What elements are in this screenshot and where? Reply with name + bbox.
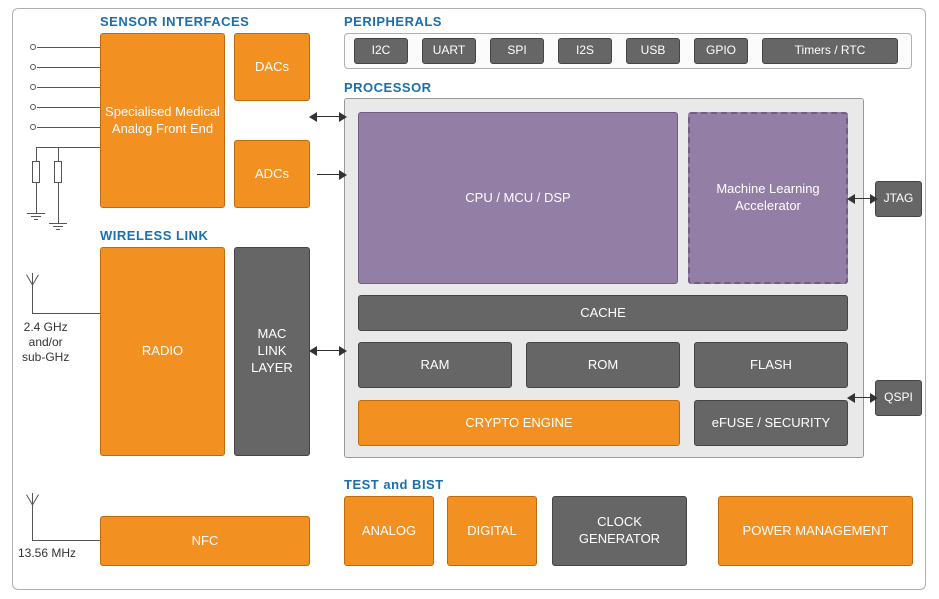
arrow-jtag	[855, 198, 870, 199]
peripheral-uart: UART	[422, 38, 476, 64]
rom-block: ROM	[526, 342, 680, 388]
cpu-block: CPU / MCU / DSP	[358, 112, 678, 284]
schematic-wire	[36, 183, 37, 213]
section-title-peripherals: PERIPHERALS	[344, 14, 442, 29]
sensor-pin-wire	[37, 87, 100, 88]
sensor-pin-icon	[30, 104, 36, 110]
sensor-pin-wire	[37, 47, 100, 48]
sensor-pin-wire	[37, 107, 100, 108]
arrow-adcs-proc	[317, 174, 339, 175]
radio-band-label: 2.4 GHz and/or sub-GHz	[22, 320, 69, 365]
cache-block: CACHE	[358, 295, 848, 331]
sensor-pin-icon	[30, 44, 36, 50]
afe-block: Specialised Medical Analog Front End	[100, 33, 225, 208]
arrow-dacs-proc	[317, 116, 339, 117]
section-title-processor: PROCESSOR	[344, 80, 432, 95]
resistor-icon	[32, 161, 40, 183]
antenna-wire	[32, 540, 100, 541]
arrow-mac-proc	[317, 350, 339, 351]
dacs-block: DACs	[234, 33, 310, 101]
nfc-freq-label: 13.56 MHz	[18, 546, 76, 561]
adcs-block: ADCs	[234, 140, 310, 208]
ml-accel-block: Machine Learning Accelerator	[688, 112, 848, 284]
peripheral-timers-rtc: Timers / RTC	[762, 38, 898, 64]
schematic-wire	[58, 183, 59, 223]
nfc-block: NFC	[100, 516, 310, 566]
arrow-qspi	[855, 397, 870, 398]
resistor-icon	[54, 161, 62, 183]
peripheral-gpio: GPIO	[694, 38, 748, 64]
sensor-pin-wire	[37, 67, 100, 68]
mac-link-block: MAC LINK LAYER	[234, 247, 310, 456]
sensor-pin-icon	[30, 124, 36, 130]
schematic-wire	[36, 147, 100, 148]
section-title-wireless: WIRELESS LINK	[100, 228, 208, 243]
clockgen-block: CLOCK GENERATOR	[552, 496, 687, 566]
qspi-block: QSPI	[875, 380, 922, 416]
section-title-test: TEST and BIST	[344, 477, 444, 492]
sensor-pin-icon	[30, 64, 36, 70]
sensor-pin-wire	[37, 127, 100, 128]
section-title-sensor: SENSOR INTERFACES	[100, 14, 249, 29]
peripheral-i2s: I2S	[558, 38, 612, 64]
efuse-block: eFUSE / SECURITY	[694, 400, 848, 446]
ram-block: RAM	[358, 342, 512, 388]
jtag-block: JTAG	[875, 181, 922, 217]
crypto-block: CRYPTO ENGINE	[358, 400, 680, 446]
flash-block: FLASH	[694, 342, 848, 388]
schematic-wire	[58, 147, 59, 161]
sensor-pin-icon	[30, 84, 36, 90]
peripheral-usb: USB	[626, 38, 680, 64]
radio-block: RADIO	[100, 247, 225, 456]
digital-block: DIGITAL	[447, 496, 537, 566]
antenna-wire	[32, 313, 100, 314]
analog-block: ANALOG	[344, 496, 434, 566]
peripheral-i2c: I2C	[354, 38, 408, 64]
peripheral-spi: SPI	[490, 38, 544, 64]
schematic-wire	[36, 147, 37, 161]
power-mgmt-block: POWER MANAGEMENT	[718, 496, 913, 566]
